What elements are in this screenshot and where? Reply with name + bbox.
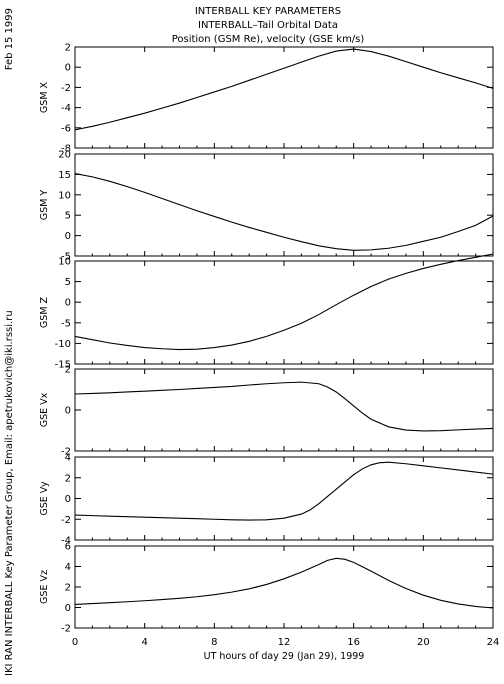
y-tick-label: -2 (61, 515, 71, 526)
x-tick-label: 8 (211, 637, 217, 648)
y-tick-label: -15 (55, 360, 71, 371)
y-tick-label: -2 (61, 83, 71, 94)
y-tick-label: -10 (55, 339, 71, 350)
y-tick-label: 10 (58, 257, 71, 268)
y-tick-label: 5 (65, 211, 71, 222)
y-tick-label: 0 (65, 231, 71, 242)
series-line-gsm-z (74, 253, 494, 351)
y-tick-label: 0 (65, 406, 71, 417)
y-tick-label: 0 (65, 63, 71, 74)
chart-title-line-2: INTERBALL–Tail Orbital Data (198, 20, 338, 31)
x-tick-label: 12 (278, 637, 291, 648)
y-tick-label: -2 (61, 624, 71, 635)
x-tick-label: 20 (417, 637, 430, 648)
series-line-gsm-y (74, 173, 494, 251)
y-tick-label: 2 (65, 43, 71, 54)
y-tick-label: -5 (61, 252, 71, 263)
chart-title-line-1: INTERBALL KEY PARAMETERS (195, 6, 341, 17)
panel-frame (74, 153, 494, 257)
y-tick-label: -8 (61, 144, 71, 155)
y-tick-label: 0 (65, 494, 71, 505)
y-tick-label: 10 (58, 190, 71, 201)
panel-frame (74, 545, 494, 629)
y-axis-label: GSE Vz (39, 570, 50, 604)
y-axis-label: GSM Z (39, 296, 50, 328)
series-line-gse-vx (74, 381, 494, 432)
y-axis-label: GSM X (39, 81, 50, 113)
x-tick-label: 0 (72, 637, 78, 648)
chart-title-line-3: Position (GSM Re), velocity (GSE km/s) (172, 34, 365, 45)
y-tick-label: 15 (58, 170, 71, 181)
side-credit-label: IKI RAN INTERBALL Key Parameter Group, E… (4, 310, 15, 676)
y-tick-label: 0 (65, 603, 71, 614)
x-axis-label: UT hours of day 29 (Jan 29), 1999 (204, 651, 365, 662)
y-tick-label: 5 (65, 277, 71, 288)
y-tick-label: 0 (65, 298, 71, 309)
y-tick-label: 2 (65, 583, 71, 594)
y-tick-label: -4 (61, 103, 71, 114)
y-axis-label: GSE Vx (39, 392, 50, 427)
series-line-gse-vy (74, 461, 494, 521)
x-tick-label: 4 (141, 637, 147, 648)
panel-frame (74, 368, 494, 452)
y-tick-label: 20 (58, 150, 71, 161)
y-tick-label: 6 (65, 542, 71, 553)
y-tick-label: -5 (61, 318, 71, 329)
y-tick-label: 2 (65, 365, 71, 376)
y-tick-label: -6 (61, 123, 71, 134)
panel-frame (74, 456, 494, 541)
y-tick-label: 4 (65, 562, 71, 573)
x-tick-label: 24 (487, 637, 500, 648)
series-line-gsm-x (74, 48, 494, 131)
series-line-gse-vz (74, 557, 494, 609)
y-tick-label: -2 (61, 447, 71, 458)
chart-title-block: INTERBALL KEY PARAMETERS INTERBALL–Tail … (172, 6, 365, 45)
y-tick-label: -4 (61, 536, 71, 547)
x-tick-label: 16 (347, 637, 360, 648)
y-axis-label: GSE Vy (39, 481, 50, 516)
y-tick-label: 2 (65, 473, 71, 484)
side-date-label: Feb 15 1999 (4, 8, 15, 70)
panel-frame (74, 46, 494, 149)
y-axis-label: GSM Y (39, 190, 50, 221)
panel-frame (74, 260, 494, 365)
y-tick-label: 4 (65, 453, 71, 464)
